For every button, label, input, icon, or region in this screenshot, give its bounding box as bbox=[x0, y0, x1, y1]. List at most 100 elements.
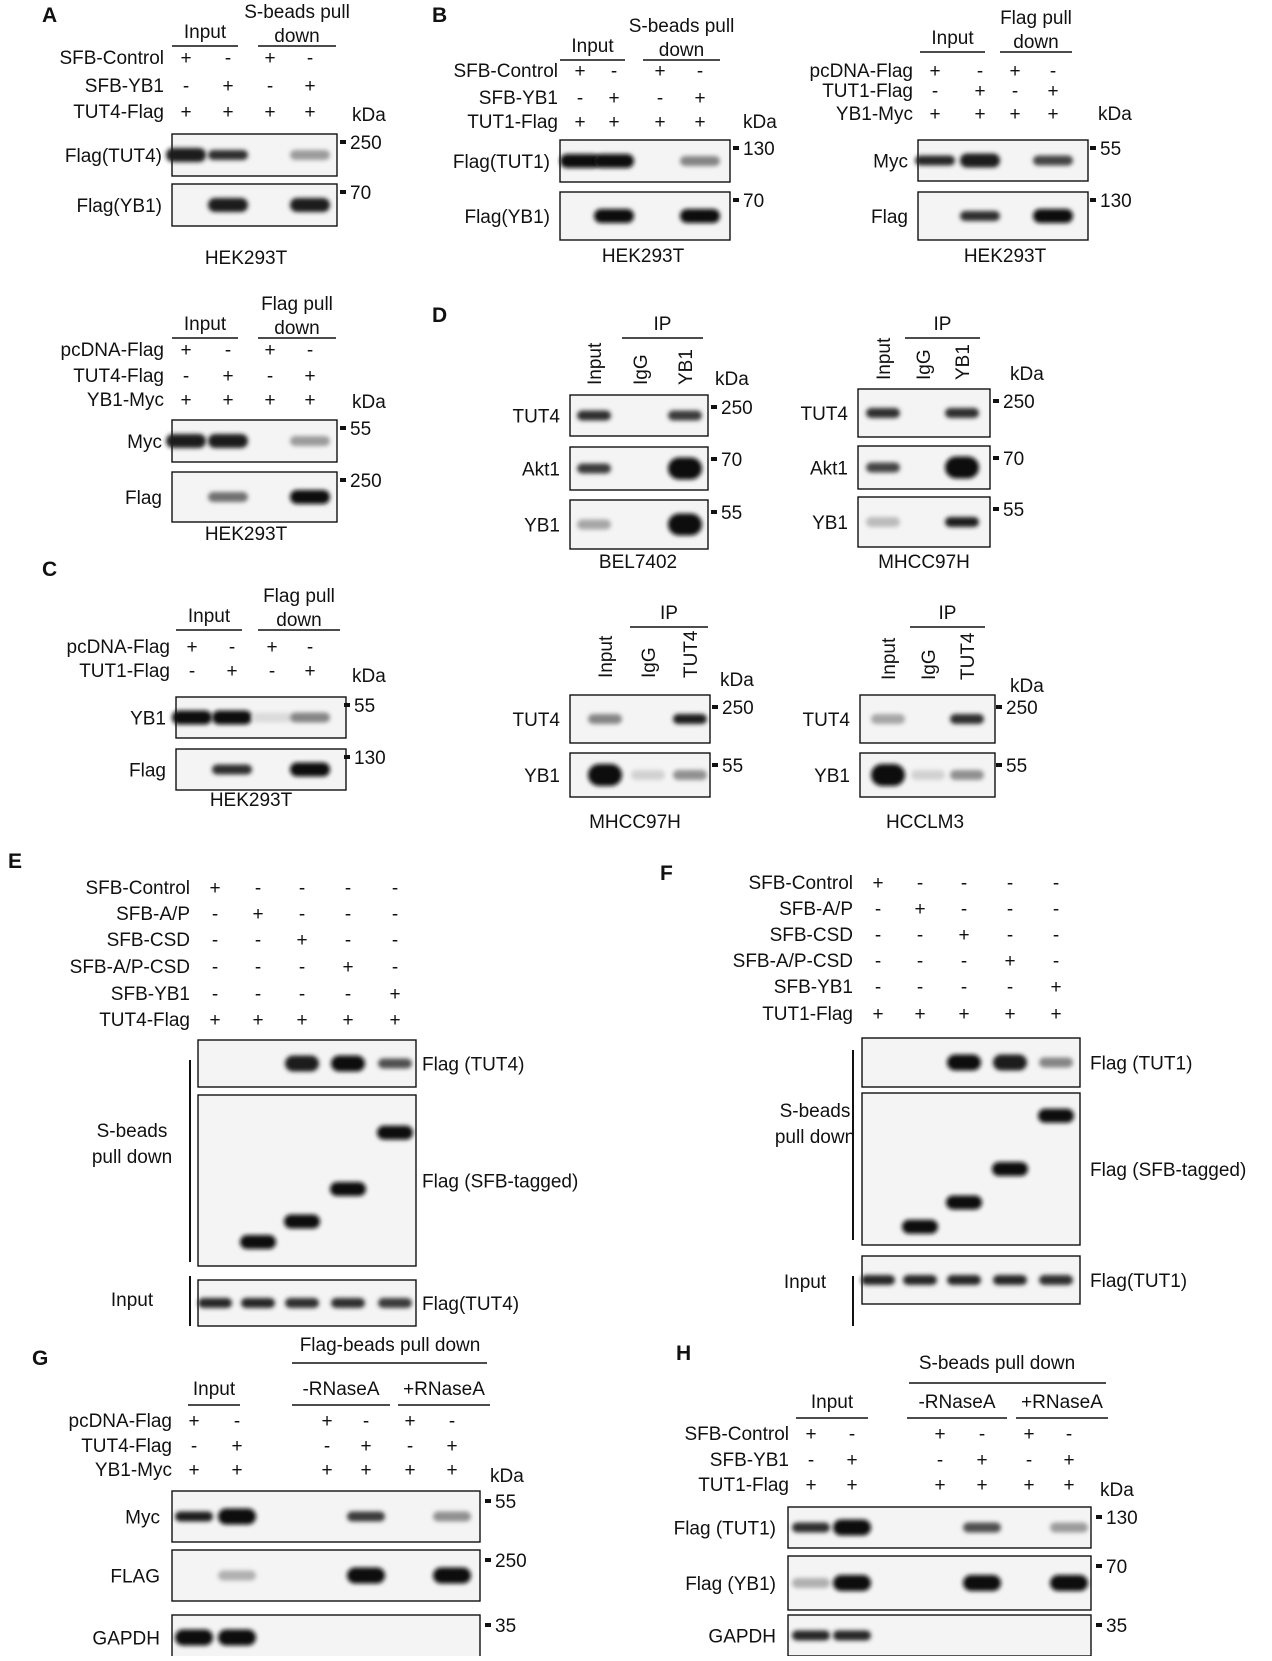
marker-tick bbox=[733, 146, 739, 150]
marker-tick bbox=[485, 1558, 491, 1562]
sign: + bbox=[958, 1004, 969, 1025]
mw-marker: 70 bbox=[350, 183, 371, 204]
sign: + bbox=[1004, 951, 1015, 972]
sign: + bbox=[231, 1436, 242, 1457]
blot-band bbox=[945, 408, 979, 418]
sign: + bbox=[846, 1450, 857, 1471]
marker-tick bbox=[993, 399, 999, 403]
panel-letter: A bbox=[42, 4, 57, 27]
sign: + bbox=[342, 957, 353, 978]
sign: + bbox=[1023, 1475, 1034, 1496]
group-label-line: S-beads pull bbox=[629, 16, 735, 37]
sign: + bbox=[914, 1004, 925, 1025]
cell-line: MHCC97H bbox=[878, 552, 970, 573]
sign: - bbox=[392, 878, 398, 899]
row-label: TUT1-Flag bbox=[822, 81, 913, 102]
row-label: pcDNA-Flag bbox=[61, 340, 164, 361]
blot-label: TUT4 bbox=[513, 407, 561, 428]
blot-label: Flag (TUT4) bbox=[422, 1055, 524, 1076]
sign: + bbox=[389, 984, 400, 1005]
sign: + bbox=[304, 102, 315, 123]
panel-D3: IP Input IgG TUT4 kDa TUT4 250 YB1 55 MHCC97H bbox=[513, 603, 755, 833]
blot-band bbox=[1039, 1057, 1073, 1068]
sign: - bbox=[1050, 61, 1056, 82]
group-label-line: down bbox=[1013, 32, 1058, 53]
sign: - bbox=[212, 930, 218, 951]
kda-label: kDa bbox=[1010, 364, 1044, 385]
sign: + bbox=[1023, 1424, 1034, 1445]
marker-tick bbox=[996, 763, 1002, 767]
sign: - bbox=[345, 930, 351, 951]
sign: + bbox=[1009, 104, 1020, 125]
blot-band bbox=[866, 462, 900, 473]
sign: - bbox=[212, 904, 218, 925]
sign: - bbox=[392, 930, 398, 951]
sign: - bbox=[225, 340, 231, 361]
sign: + bbox=[934, 1475, 945, 1496]
input-label: Input bbox=[784, 1272, 827, 1293]
sign: - bbox=[345, 904, 351, 925]
sign: + bbox=[231, 1460, 242, 1481]
sign: + bbox=[209, 1010, 220, 1031]
blot-band bbox=[1039, 1275, 1073, 1285]
sign: + bbox=[929, 61, 940, 82]
sign: + bbox=[264, 48, 275, 69]
sign: - bbox=[932, 81, 938, 102]
sign: + bbox=[974, 104, 985, 125]
sign: - bbox=[307, 637, 313, 658]
kda-label: kDa bbox=[1100, 1480, 1134, 1501]
group-label: Flag pull down bbox=[1000, 8, 1072, 53]
mw-marker: 35 bbox=[495, 1616, 516, 1637]
sign: - bbox=[392, 904, 398, 925]
row-label: SFB-CSD bbox=[107, 930, 190, 951]
sign: - bbox=[917, 977, 923, 998]
pulldown-title: S-beads pull down bbox=[919, 1353, 1075, 1374]
group-label: Input bbox=[811, 1392, 854, 1413]
sign: - bbox=[1026, 1450, 1032, 1471]
sign: + bbox=[180, 48, 191, 69]
pulldown-title: Flag-beads pull down bbox=[300, 1335, 481, 1356]
sign: - bbox=[1053, 925, 1059, 946]
row-label: SFB-A/P bbox=[116, 904, 190, 925]
blot-band bbox=[950, 714, 984, 724]
blot-label: Flag(TUT4) bbox=[422, 1294, 519, 1315]
marker-tick bbox=[340, 190, 346, 194]
cell-line: HCCLM3 bbox=[886, 812, 964, 833]
lane-label: IgG bbox=[919, 649, 940, 680]
sign: - bbox=[961, 951, 967, 972]
sign: + bbox=[654, 61, 665, 82]
row-label: TUT1-Flag bbox=[762, 1004, 853, 1025]
blot-band bbox=[950, 770, 984, 780]
sign: - bbox=[299, 984, 305, 1005]
lane-label: IgG bbox=[914, 349, 935, 380]
blot-label: Flag bbox=[125, 488, 162, 509]
marker-tick bbox=[340, 426, 346, 430]
sign: - bbox=[977, 61, 983, 82]
lane-label: IgG bbox=[631, 354, 652, 385]
sign: + bbox=[252, 904, 263, 925]
sign: + bbox=[404, 1460, 415, 1481]
blot-band bbox=[208, 150, 248, 160]
blot-label: YB1 bbox=[814, 766, 850, 787]
cell-line: HEK293T bbox=[602, 246, 685, 267]
blot-label: Akt1 bbox=[522, 460, 560, 481]
ip-label: IP bbox=[939, 603, 957, 624]
sign: + bbox=[252, 1010, 263, 1031]
pulldown-label: S-beads bbox=[97, 1121, 168, 1142]
group-label: +RNaseA bbox=[403, 1379, 485, 1400]
sign: + bbox=[805, 1424, 816, 1445]
blot-band bbox=[285, 1055, 319, 1072]
sign: - bbox=[808, 1450, 814, 1471]
row-label: SFB-Control bbox=[748, 873, 853, 894]
blot-label: Flag(TUT1) bbox=[1090, 1271, 1187, 1292]
sign: - bbox=[875, 925, 881, 946]
blot-band bbox=[240, 1235, 276, 1250]
mw-marker: 55 bbox=[722, 756, 743, 777]
sign: - bbox=[1066, 1424, 1072, 1445]
cell-line: MHCC97H bbox=[589, 812, 681, 833]
lane-label: YB1 bbox=[953, 344, 974, 380]
sign: + bbox=[608, 88, 619, 109]
